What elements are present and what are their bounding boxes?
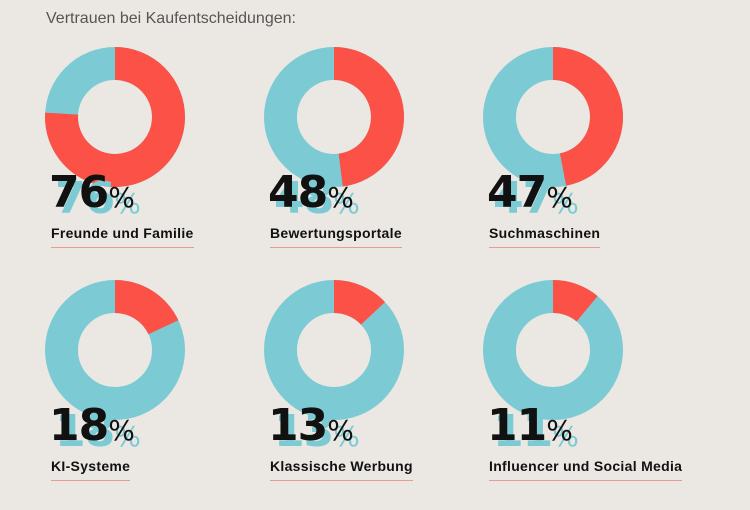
percent-sign: %: [327, 414, 354, 447]
donut-value-segment: [553, 280, 598, 322]
value-number: 18: [49, 400, 109, 451]
donut-chart-item: 76% Freunde und Familie: [45, 47, 265, 277]
category-label: Influencer und Social Media: [489, 458, 683, 481]
value-label: 18%: [49, 404, 135, 448]
category-label: KI-Systeme: [51, 458, 131, 481]
donut-chart: [483, 280, 623, 420]
value-number: 47: [487, 167, 547, 218]
percent-sign: %: [546, 414, 573, 447]
value-number: 13: [268, 400, 328, 451]
chart-title: Vertrauen bei Kaufentscheidungen:: [46, 10, 296, 27]
donut-chart: [45, 280, 185, 420]
donut-chart-item: 18% KI-Systeme: [45, 280, 265, 510]
donut-chart: [45, 47, 185, 187]
donut-chart-item: 13% Klassische Werbung: [264, 280, 484, 510]
donut-chart: [264, 47, 404, 187]
donut-chart-item: 11% Influencer und Social Media: [483, 280, 703, 510]
percent-sign: %: [108, 181, 135, 214]
donut-value-segment: [45, 47, 185, 187]
category-label: Suchmaschinen: [489, 225, 601, 248]
value-number: 48: [268, 167, 328, 218]
value-number: 11: [487, 400, 547, 451]
category-label: Bewertungsportale: [270, 225, 402, 248]
donut-chart-item: 47% Suchmaschinen: [483, 47, 703, 277]
value-label: 76%: [49, 171, 135, 215]
category-label: Klassische Werbung: [270, 458, 413, 481]
donut-value-segment: [115, 280, 179, 335]
percent-sign: %: [546, 181, 573, 214]
donut-value-segment: [553, 47, 623, 186]
donut-chart-item: 48% Bewertungsportale: [264, 47, 484, 277]
value-number: 76: [49, 167, 109, 218]
value-label: 47%: [487, 171, 573, 215]
donut-value-segment: [334, 280, 386, 325]
percent-sign: %: [327, 181, 354, 214]
value-label: 13%: [268, 404, 354, 448]
percent-sign: %: [108, 414, 135, 447]
value-label: 11%: [487, 404, 573, 448]
donut-chart: [483, 47, 623, 187]
category-label: Freunde und Familie: [51, 225, 194, 248]
donut-chart: [264, 280, 404, 420]
donut-value-segment: [334, 47, 404, 187]
value-label: 48%: [268, 171, 354, 215]
